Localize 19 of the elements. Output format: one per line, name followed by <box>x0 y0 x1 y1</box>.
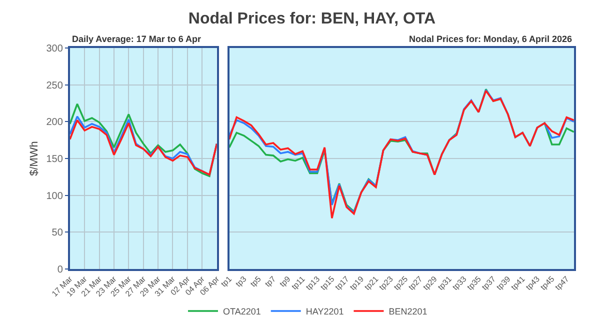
legend-label: BEN2201 <box>388 306 428 316</box>
y-tick-label: 200 <box>46 117 64 128</box>
legend-label: OTA2201 <box>223 306 261 316</box>
legend-label: HAY2201 <box>306 306 344 316</box>
y-tick-label: 0 <box>57 264 64 276</box>
x-tick-label: tp7 <box>263 274 278 289</box>
chart-subtitle: Daily Average: 17 Mar to 6 Apr <box>72 34 202 44</box>
x-tick-label: tp3 <box>234 274 249 289</box>
y-tick-label: 50 <box>52 228 64 239</box>
x-tick-label: tp1 <box>219 274 234 289</box>
y-axis-title: $/MWh <box>28 141 40 176</box>
y-tick-label: 250 <box>46 80 64 92</box>
x-tick-label: tp5 <box>248 274 264 289</box>
chart-title: Nodal Prices for: BEN, HAY, OTA <box>188 10 436 28</box>
y-tick-label: 300 <box>46 44 64 54</box>
chart-subtitle: Nodal Prices for: Monday, 6 April 2026 <box>409 34 572 44</box>
y-tick-label: 150 <box>46 154 64 165</box>
y-tick-label: 100 <box>46 190 64 202</box>
line-series <box>70 103 217 178</box>
